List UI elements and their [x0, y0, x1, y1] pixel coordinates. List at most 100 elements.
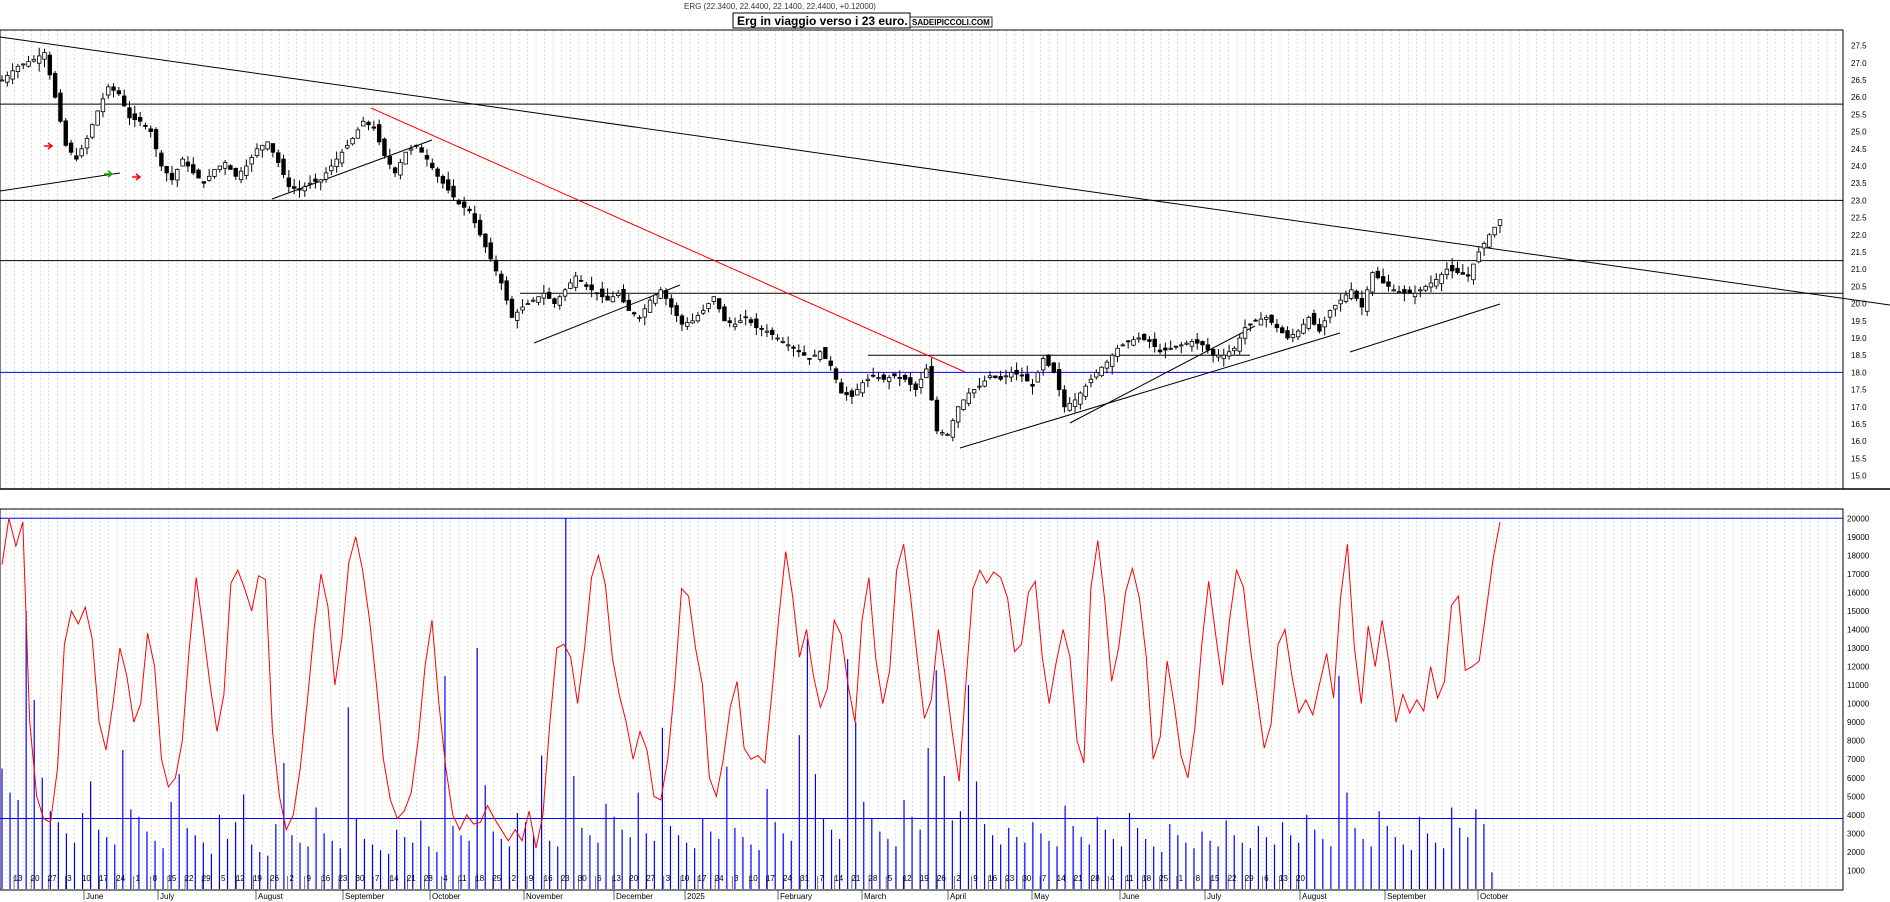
day-tick-label: 9	[306, 874, 311, 883]
candle-body	[1343, 294, 1349, 302]
candle-body	[531, 299, 536, 302]
candle-body	[876, 377, 881, 380]
candle-body	[934, 399, 940, 432]
candle-body	[1125, 340, 1131, 343]
candle-body	[153, 129, 159, 150]
candle-body	[1471, 263, 1476, 281]
candle-body	[26, 61, 31, 67]
day-tick-label: 9	[973, 874, 978, 883]
candle-body	[610, 296, 616, 303]
price-tick-label: 18.5	[1851, 351, 1867, 360]
candle-body	[392, 167, 398, 174]
candle-body	[68, 142, 74, 153]
volume-tick-label: 3000	[1847, 829, 1865, 838]
candle-body	[1062, 389, 1067, 408]
candle-body	[955, 406, 961, 423]
candle-body	[897, 377, 902, 379]
candle-body	[36, 55, 42, 64]
candle-body	[993, 375, 998, 378]
red-arrow-icon	[44, 142, 54, 150]
candle-body	[653, 294, 658, 304]
candle-body	[1046, 354, 1051, 366]
day-tick-label: 21	[1074, 874, 1083, 883]
price-tick-label: 24.0	[1851, 162, 1867, 171]
candle-body	[95, 110, 100, 126]
candle-body	[297, 188, 302, 191]
day-tick-label: 24	[715, 874, 724, 883]
early-support-line	[0, 172, 121, 192]
day-tick-label: 18	[475, 874, 484, 883]
candle-body	[631, 312, 637, 315]
day-tick-label: 28	[869, 874, 878, 883]
price-tick-label: 25.5	[1851, 110, 1867, 119]
price-tick-label: 16.0	[1851, 437, 1867, 446]
price-tick-label: 20.0	[1851, 300, 1867, 309]
candle-body	[801, 352, 807, 356]
candle-body	[908, 377, 913, 385]
day-tick-label: 13	[612, 874, 621, 883]
candle-body	[371, 126, 377, 129]
candle-body	[1115, 347, 1120, 357]
day-tick-label: 4	[1110, 874, 1115, 883]
candle-body	[132, 113, 138, 120]
candle-body	[1317, 324, 1322, 332]
candle-body	[1423, 285, 1428, 291]
candle-body	[727, 320, 732, 323]
candle-body	[1327, 310, 1333, 318]
candle-body	[1280, 327, 1285, 334]
candle-body	[58, 92, 63, 122]
day-tick-label: 2	[512, 874, 517, 883]
candle-body	[1120, 344, 1126, 347]
price-axis-labels: 27.5 27.0 26.5 26.0 25.5 25.0 24.5 24.0 23.5 23.0…	[1851, 42, 1867, 481]
candle-body	[169, 172, 175, 181]
day-tick-label: 27	[646, 874, 655, 883]
day-tick-label: 13	[1279, 874, 1288, 883]
candle-body	[940, 432, 945, 435]
candle-body	[1152, 338, 1157, 347]
candle-body	[1232, 347, 1237, 352]
candle-body	[929, 366, 934, 401]
candle-body	[228, 165, 233, 170]
candle-body	[286, 177, 292, 188]
month-label: November	[526, 892, 563, 901]
day-tick-label: 29	[202, 874, 211, 883]
rising-support-line-recent	[1349, 303, 1501, 353]
candle-body	[493, 259, 499, 272]
candle-body	[573, 275, 578, 288]
candle-body	[977, 385, 982, 388]
candle-body	[1407, 289, 1412, 294]
candle-body	[260, 144, 265, 151]
candle-body	[1184, 342, 1189, 345]
candle-body	[1418, 289, 1423, 292]
candle-body	[823, 347, 828, 360]
candle-body	[488, 242, 493, 260]
horizontal-levels	[0, 103, 1843, 820]
candle-body	[302, 186, 307, 192]
day-tick-label: 20	[1296, 874, 1305, 883]
day-tick-label: 30	[356, 874, 365, 883]
volume-tick-label: 6000	[1847, 774, 1865, 783]
candle-body	[1333, 304, 1338, 310]
candle-body	[42, 52, 47, 60]
day-tick-label: 28	[1091, 874, 1100, 883]
candle-body	[376, 124, 382, 143]
candle-body	[175, 169, 180, 181]
candle-body	[870, 374, 876, 377]
candle-body	[685, 322, 690, 327]
candle-body	[807, 357, 812, 360]
candle-body	[812, 354, 817, 357]
month-label: 2025	[687, 892, 705, 901]
day-tick-label: 6	[597, 874, 602, 883]
day-tick-label: 25	[1159, 874, 1168, 883]
candle-body	[1237, 337, 1242, 352]
candle-body	[1434, 279, 1439, 287]
candle-body	[658, 289, 663, 299]
price-tick-label: 27.0	[1851, 59, 1867, 68]
candle-body	[1099, 366, 1104, 377]
candle-body	[1210, 349, 1216, 356]
candle-body	[1295, 330, 1301, 338]
candle-body	[541, 292, 547, 299]
volume-tick-label: 4000	[1847, 811, 1865, 820]
candle-body	[1301, 323, 1306, 334]
candle-body	[1195, 339, 1200, 344]
